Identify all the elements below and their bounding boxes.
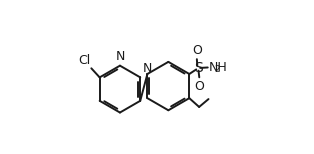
Text: 2: 2 <box>214 65 220 74</box>
Text: S: S <box>194 61 203 75</box>
Text: Cl: Cl <box>78 54 91 67</box>
Text: O: O <box>192 44 202 57</box>
Text: N: N <box>143 62 152 75</box>
Text: O: O <box>194 80 204 93</box>
Text: NH: NH <box>209 61 228 74</box>
Text: N: N <box>115 50 125 63</box>
